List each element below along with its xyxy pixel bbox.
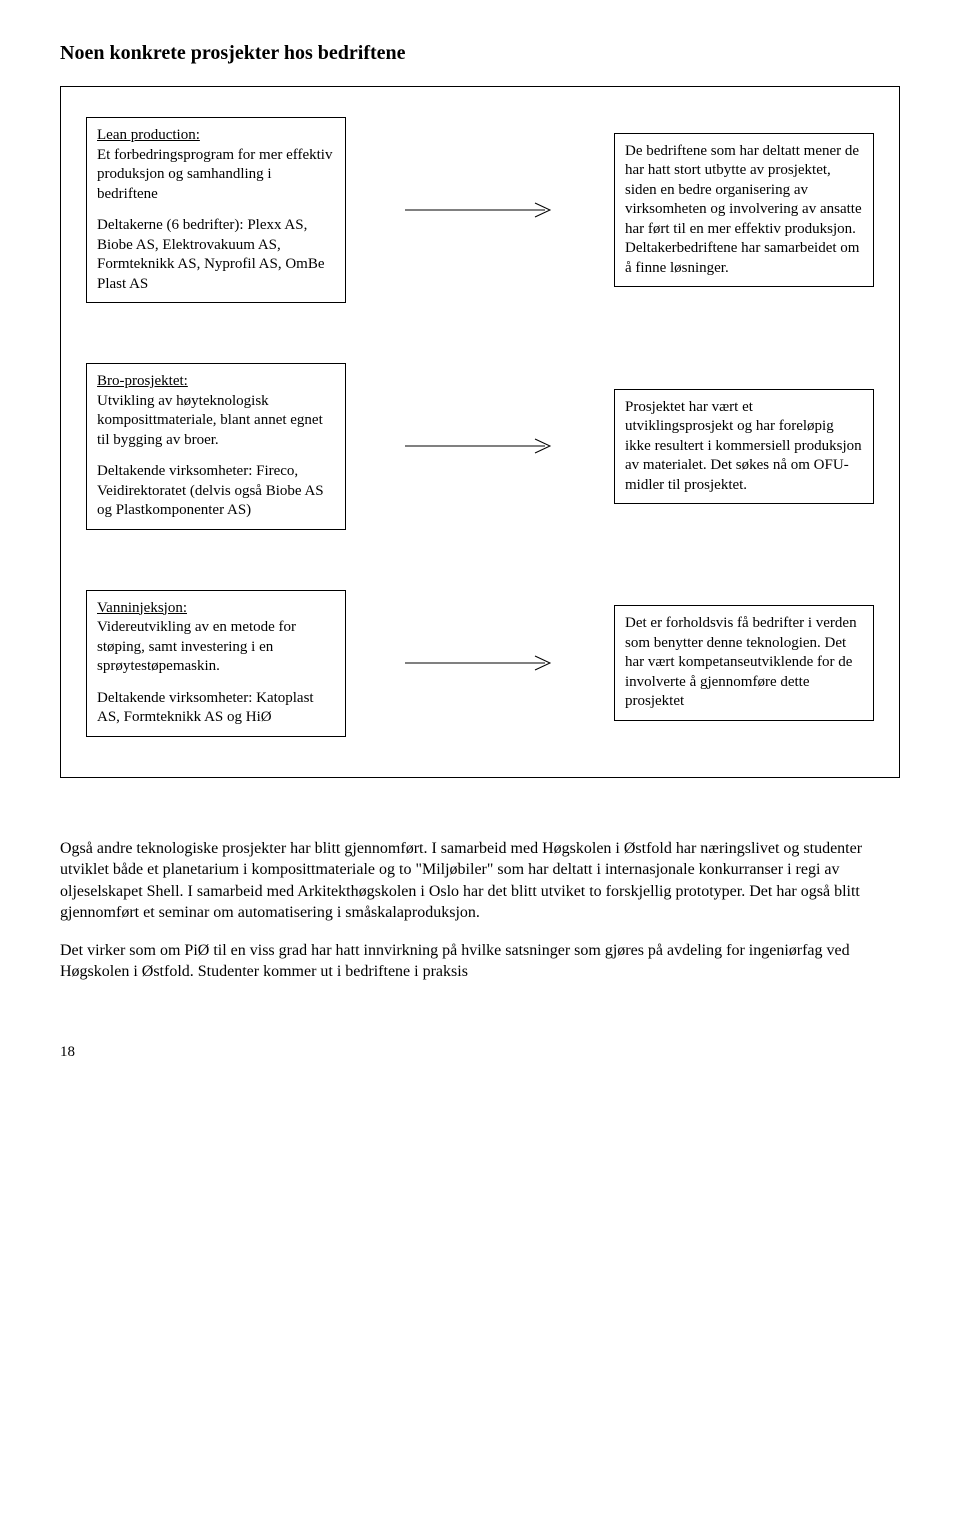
page-number: 18 — [60, 1043, 900, 1063]
project-participants: Deltakende virksomheter: Fireco, Veidire… — [97, 462, 335, 521]
project-row: Bro-prosjektet: Utvikling av høyteknolog… — [86, 363, 874, 530]
project-heading: Bro-prosjektet: — [97, 373, 188, 389]
project-participants: Deltakende virksomheter: Katoplast AS, F… — [97, 689, 335, 728]
body-paragraph: Også andre teknologiske prosjekter har b… — [60, 838, 900, 924]
arrow-icon — [405, 653, 555, 673]
project-desc: Utvikling av høyteknologisk komposittmat… — [97, 393, 323, 448]
result-box-right: Det er forholdsvis få bedrifter i verden… — [614, 605, 874, 721]
arrow — [346, 653, 614, 673]
result-text: Prosjektet har vært et utviklingsprosjek… — [625, 398, 863, 496]
arrow-icon — [405, 436, 555, 456]
project-box-left: Lean production: Et forbedringsprogram f… — [86, 117, 346, 303]
project-row: Lean production: Et forbedringsprogram f… — [86, 117, 874, 303]
arrow — [346, 200, 614, 220]
project-box-left: Vanninjeksjon: Videreutvikling av en met… — [86, 590, 346, 737]
project-desc: Videreutvikling av en metode for støping… — [97, 619, 296, 674]
arrow-icon — [405, 200, 555, 220]
arrow — [346, 436, 614, 456]
project-heading: Lean production: — [97, 127, 200, 143]
page-title: Noen konkrete prosjekter hos bedriftene — [60, 40, 900, 66]
diagram-container: Lean production: Et forbedringsprogram f… — [60, 86, 900, 778]
project-row: Vanninjeksjon: Videreutvikling av en met… — [86, 590, 874, 737]
project-box-left: Bro-prosjektet: Utvikling av høyteknolog… — [86, 363, 346, 530]
result-text: De bedriftene som har deltatt mener de h… — [625, 142, 863, 279]
result-box-right: Prosjektet har vært et utviklingsprosjek… — [614, 389, 874, 505]
project-heading: Vanninjeksjon: — [97, 600, 187, 616]
result-box-right: De bedriftene som har deltatt mener de h… — [614, 133, 874, 288]
body-paragraph: Det virker som om PiØ til en viss grad h… — [60, 940, 900, 983]
project-participants: Deltakerne (6 bedrifter): Plexx AS, Biob… — [97, 216, 335, 294]
result-text: Det er forholdsvis få bedrifter i verden… — [625, 614, 863, 712]
project-desc: Et forbedringsprogram for mer effektiv p… — [97, 147, 332, 202]
